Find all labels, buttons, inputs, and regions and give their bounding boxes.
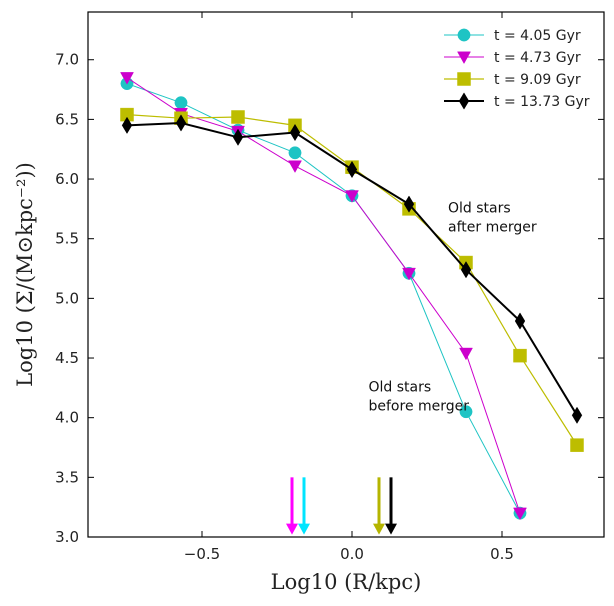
data-point <box>289 123 301 142</box>
data-point <box>403 195 415 213</box>
data-point <box>232 128 244 146</box>
y-tick-label: 4.0 <box>55 409 79 427</box>
annotation-text: Old stars <box>369 379 432 395</box>
data-point <box>514 312 526 330</box>
series-line <box>126 77 521 514</box>
annotation-text: before merger <box>369 398 470 414</box>
series-group <box>121 114 583 424</box>
annotation-text: after merger <box>448 219 537 235</box>
legend-label: t = 4.05 Gyr <box>494 28 581 44</box>
legend-label: t = 4.73 Gyr <box>494 50 581 66</box>
data-point <box>345 190 359 203</box>
legend: t = 4.05 Gyr t = 4.73 Gyr t = 9.09 Gyr t = … <box>444 28 590 110</box>
series-line <box>126 83 521 514</box>
data-point <box>513 507 527 521</box>
data-point <box>513 348 527 363</box>
radius-arrow-head <box>286 523 298 535</box>
data-point <box>460 261 472 279</box>
data-series <box>120 72 584 521</box>
y-tick-label: 5.5 <box>55 230 79 248</box>
series-group <box>120 107 584 452</box>
radius-arrow-head <box>385 523 397 535</box>
legend-label: t = 9.09 Gyr <box>494 72 581 88</box>
legend-label: t = 13.73 Gyr <box>494 94 590 110</box>
data-point <box>288 146 302 160</box>
radius-arrow-head <box>298 523 310 535</box>
y-tick-label: 6.5 <box>55 110 79 128</box>
legend-marker <box>457 72 471 86</box>
y-tick-label: 4.5 <box>55 349 79 367</box>
legend-marker <box>457 28 471 42</box>
data-point <box>174 96 188 110</box>
y-tick-label: 7.0 <box>55 51 79 69</box>
data-point <box>571 406 583 424</box>
data-point <box>346 160 358 179</box>
data-point <box>231 110 245 124</box>
data-point <box>120 72 134 85</box>
x-tick-label: −0.5 <box>184 545 220 563</box>
y-axis-label: Log10 (Σ/(M⊙kpc⁻²)) <box>13 162 37 387</box>
data-point <box>570 438 584 452</box>
annotation-text: Old stars <box>448 200 511 216</box>
legend-marker <box>458 92 470 110</box>
series-group <box>120 72 527 521</box>
x-tick-label: 0.0 <box>340 545 364 563</box>
x-axis-label: Log10 (R/kpc) <box>271 570 422 594</box>
data-point <box>121 116 133 134</box>
data-point <box>175 114 187 132</box>
data-point <box>402 267 416 281</box>
axis-ticks: −0.5 0.0 0.5 3.0 3.5 4.0 4.5 5.0 5.5 6.0 6.5 7.0 <box>55 12 604 563</box>
y-tick-label: 3.0 <box>55 528 79 546</box>
legend-marker <box>457 51 471 65</box>
data-point <box>288 160 302 173</box>
radius-arrows <box>286 477 397 535</box>
data-point <box>459 405 473 419</box>
y-tick-label: 5.0 <box>55 289 79 307</box>
y-tick-label: 6.0 <box>55 170 79 188</box>
plot-frame <box>87 11 605 538</box>
annotations: Old stars after merger Old stars before mer… <box>369 200 537 414</box>
data-point <box>459 347 473 361</box>
x-tick-label: 0.5 <box>490 545 514 563</box>
y-tick-label: 3.5 <box>55 468 79 486</box>
radius-arrow-head <box>373 523 385 535</box>
series-group <box>120 77 527 520</box>
